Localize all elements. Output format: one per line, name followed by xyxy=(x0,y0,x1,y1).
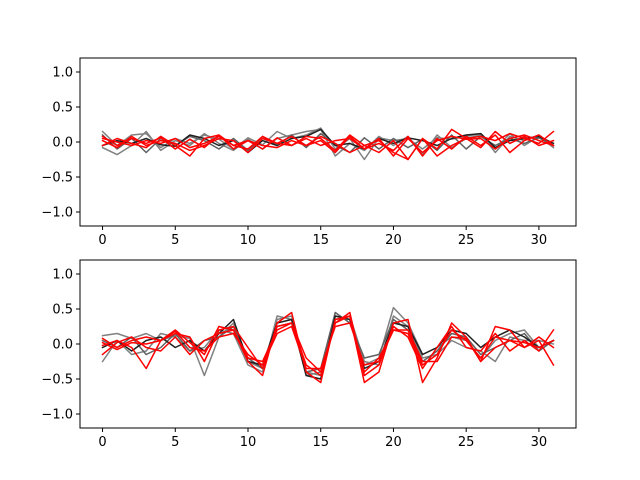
x-tick-label: 20 xyxy=(385,233,402,248)
series-line-5 xyxy=(101,134,555,157)
x-tick-label: 5 xyxy=(171,233,179,248)
y-tick-label: −0.5 xyxy=(41,171,73,186)
series-line-7 xyxy=(101,134,555,157)
x-tick-label: 20 xyxy=(385,435,402,450)
y-tick-label: −1.0 xyxy=(41,206,73,221)
series-line-6 xyxy=(101,130,555,161)
series-line-7 xyxy=(101,322,555,370)
x-tick-label: 25 xyxy=(458,233,475,248)
y-tick-label: 0.5 xyxy=(52,101,73,116)
y-tick-label: 0.0 xyxy=(52,136,73,151)
series-line-2 xyxy=(101,311,555,373)
y-tick-label: 1.0 xyxy=(52,268,73,283)
x-tick-label: 25 xyxy=(458,435,475,450)
x-tick-label: 10 xyxy=(240,435,257,450)
subplot-bottom: 0 5 10 15 20 25 30 −1.0 −0.5 0.0 0.5 1.0 xyxy=(41,259,577,450)
x-tick-label: 5 xyxy=(171,435,179,450)
y-tick-label: 1.0 xyxy=(52,66,73,81)
subplot-top: 0 5 10 15 20 25 30 −1.0 −0.5 0.0 0.5 1.0 xyxy=(41,57,577,248)
x-tick-label: 30 xyxy=(531,435,548,450)
x-tick-label: 15 xyxy=(312,435,329,450)
series-group xyxy=(101,306,555,384)
y-tick-label: −0.5 xyxy=(41,373,73,388)
x-tick-label: 0 xyxy=(98,233,106,248)
y-tick-label: −1.0 xyxy=(41,408,73,423)
x-tick-label: 0 xyxy=(98,435,106,450)
y-tick-label: 0.5 xyxy=(52,303,73,318)
x-tick-label: 15 xyxy=(312,233,329,248)
y-tick-label: 0.0 xyxy=(52,338,73,353)
series-group xyxy=(101,127,555,161)
x-tick-label: 30 xyxy=(531,233,548,248)
x-tick-label: 10 xyxy=(240,233,257,248)
